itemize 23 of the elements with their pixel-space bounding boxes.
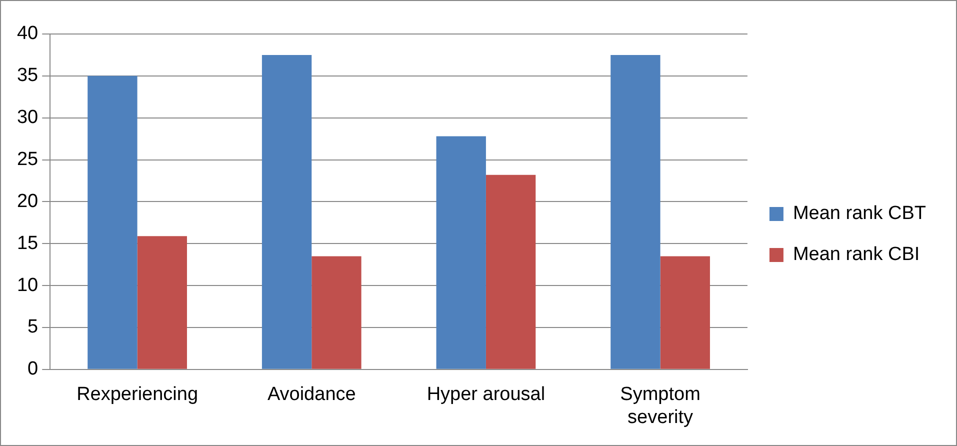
y-tick-label: 40 <box>16 23 38 44</box>
y-tick-label: 20 <box>16 190 38 212</box>
x-tick-label: Rexperiencing <box>76 384 198 406</box>
bar <box>312 256 362 369</box>
bar <box>610 54 660 369</box>
bar <box>436 136 486 369</box>
bar <box>137 236 187 369</box>
y-tick-label: 10 <box>16 274 38 296</box>
y-tick-label: 25 <box>16 149 38 170</box>
legend-label: Mean rank CBT <box>792 203 926 224</box>
bar <box>486 174 536 369</box>
y-tick-label: 30 <box>16 107 38 128</box>
y-tick-label: 35 <box>16 65 38 86</box>
bar <box>88 76 138 369</box>
y-tick-label: 0 <box>28 358 38 380</box>
x-tick-label: Hyper arousal <box>426 384 546 406</box>
y-tick-label: 5 <box>28 316 38 338</box>
x-tick-label: Avoidance <box>267 384 356 406</box>
bar <box>262 54 312 369</box>
y-tick-label: 15 <box>16 232 38 254</box>
x-tick-label: Symptom severity <box>620 384 700 428</box>
bar <box>660 256 710 369</box>
legend-label: Mean rank CBI <box>792 244 920 266</box>
